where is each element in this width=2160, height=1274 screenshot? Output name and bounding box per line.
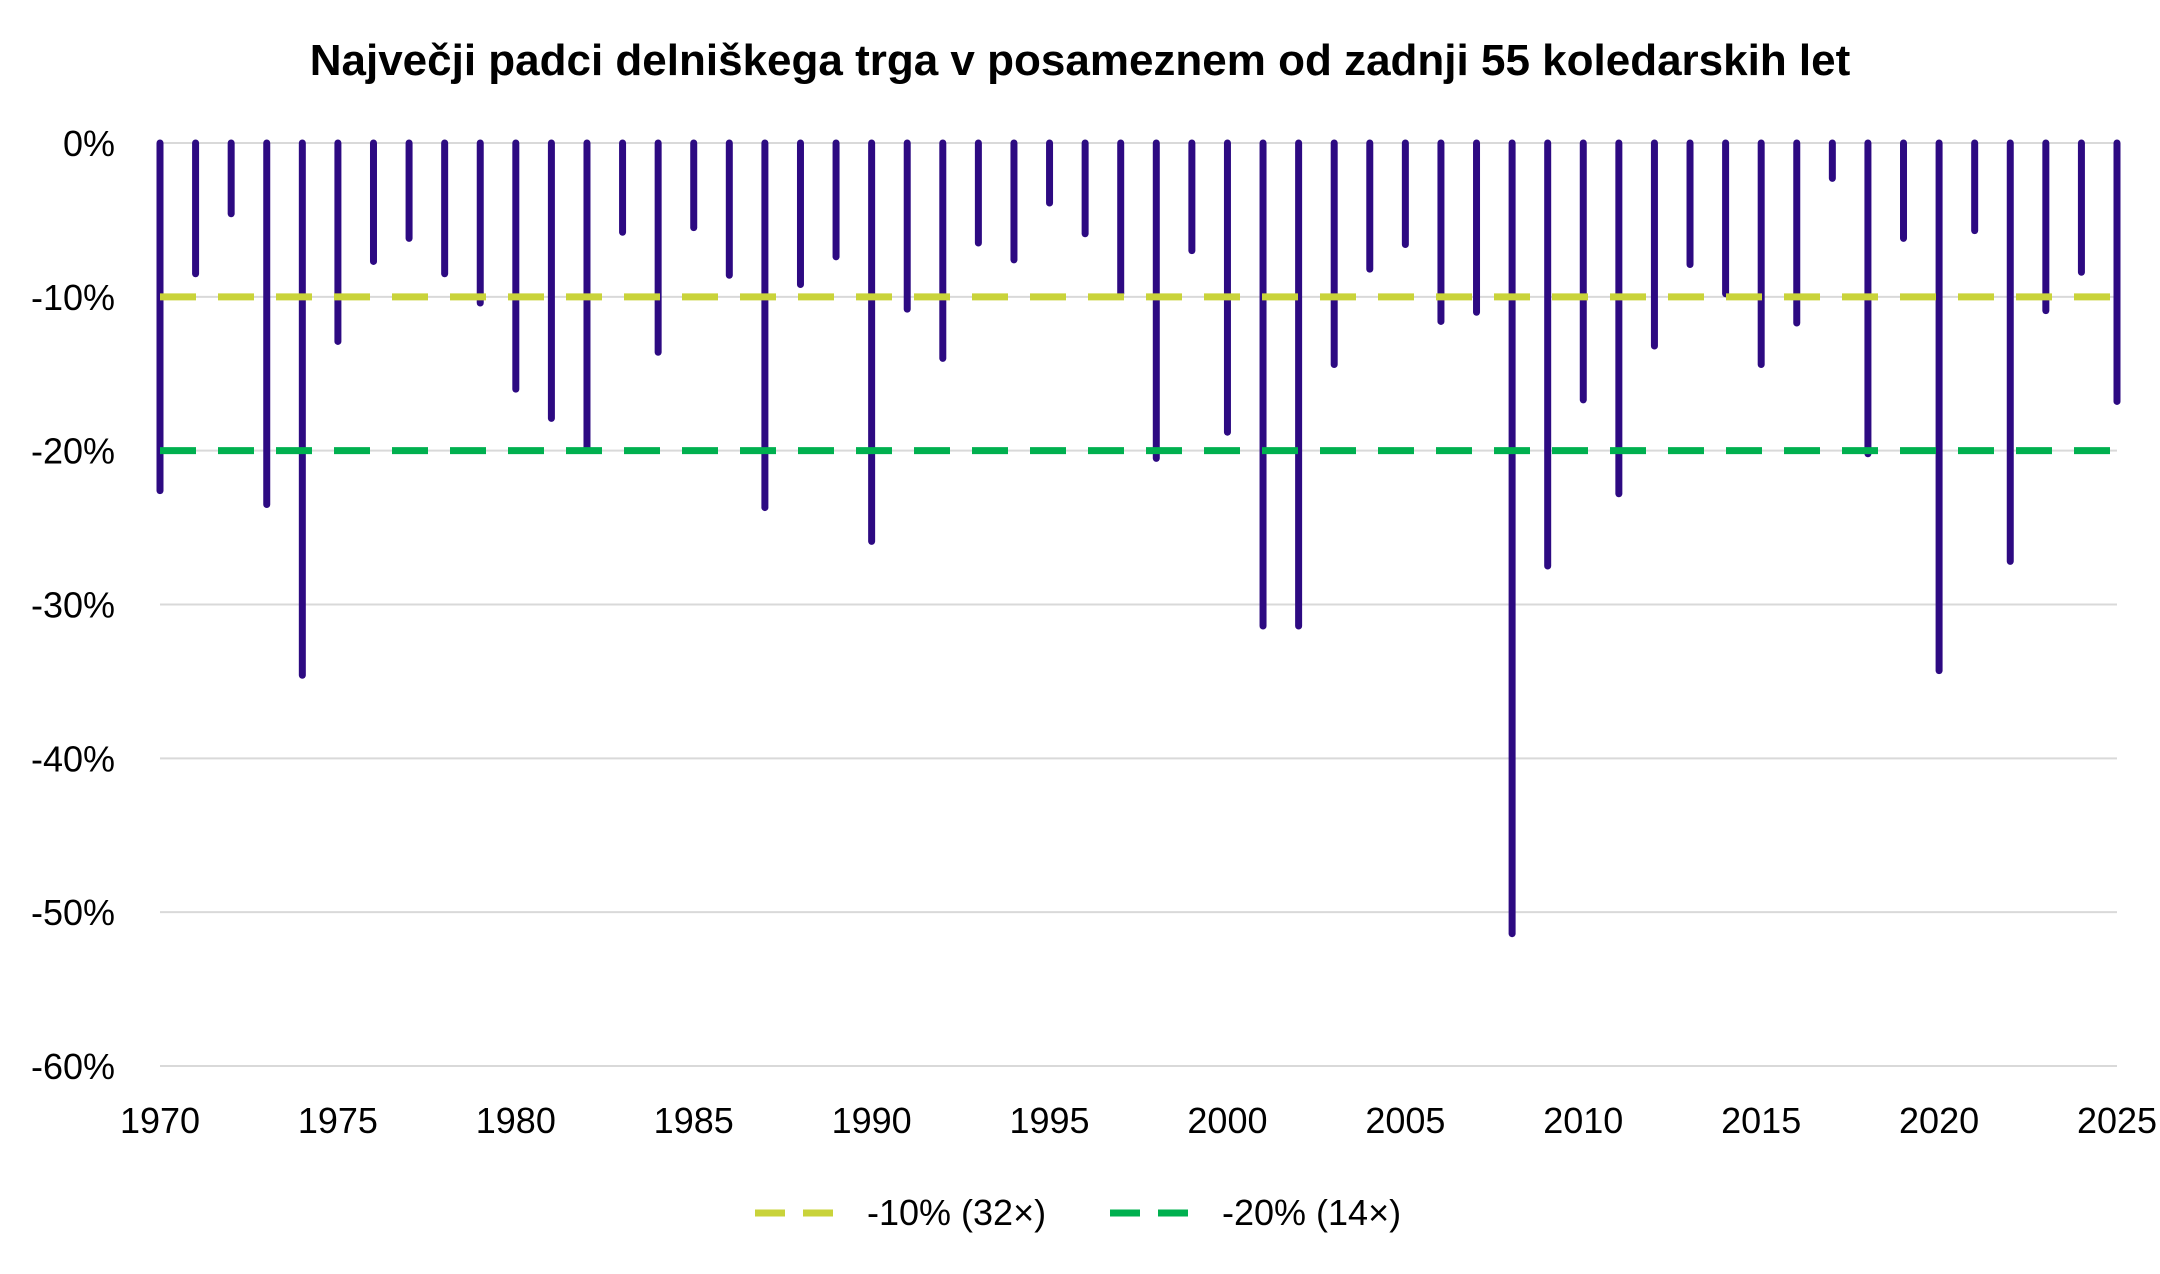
y-tick-label: -60% xyxy=(31,1046,115,1087)
y-tick-label: -10% xyxy=(31,277,115,318)
x-tick-label: 2005 xyxy=(1365,1100,1445,1141)
x-axis-ticks: 1970 1975 1980 1985 1990 1995 2000 2005 2010 2015… xyxy=(120,1100,2157,1141)
y-tick-label: -50% xyxy=(31,892,115,933)
chart-title: Največji padci delniškega trga v posamez… xyxy=(310,36,1851,85)
reference-lines xyxy=(160,293,2117,455)
x-tick-label: 2000 xyxy=(1187,1100,1267,1141)
x-tick-label: 1990 xyxy=(832,1100,912,1141)
grid-lines xyxy=(160,142,2117,1067)
x-tick-label: 1980 xyxy=(476,1100,556,1141)
x-tick-label: 1995 xyxy=(1009,1100,1089,1141)
x-tick-label: 2025 xyxy=(2077,1100,2157,1141)
bars xyxy=(156,139,2121,938)
x-tick-label: 2020 xyxy=(1899,1100,1979,1141)
legend-label: -10% (32×) xyxy=(867,1192,1046,1233)
x-tick-label: 1985 xyxy=(654,1100,734,1141)
x-tick-label: 1970 xyxy=(120,1100,200,1141)
y-tick-label: -40% xyxy=(31,738,115,779)
legend: -10% (32×) -20% (14×) xyxy=(755,1192,1401,1233)
legend-label: -20% (14×) xyxy=(1222,1192,1401,1233)
x-tick-label: 2010 xyxy=(1543,1100,1623,1141)
y-axis-ticks: 0% -10% -20% -30% -40% -50% -60% xyxy=(31,123,115,1087)
x-tick-label: 2015 xyxy=(1721,1100,1801,1141)
x-tick-label: 1975 xyxy=(298,1100,378,1141)
y-tick-label: -20% xyxy=(31,431,115,472)
y-tick-label: -30% xyxy=(31,585,115,626)
y-tick-label: 0% xyxy=(63,123,115,164)
